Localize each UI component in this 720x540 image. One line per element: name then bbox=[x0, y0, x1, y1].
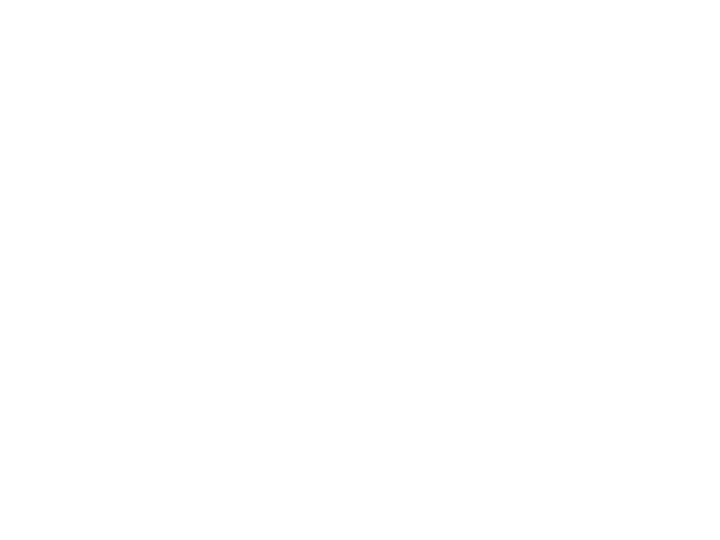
Text: 2.2 Inference Rules for FDs (1): 2.2 Inference Rules for FDs (1) bbox=[42, 43, 574, 74]
Text: ❧: ❧ bbox=[66, 438, 78, 453]
Text: ❧: ❧ bbox=[39, 90, 55, 110]
Text: (: ( bbox=[69, 201, 77, 220]
Text: IR1.: IR1. bbox=[42, 201, 89, 220]
Text: (: ( bbox=[69, 294, 77, 313]
Text: IR3.: IR3. bbox=[42, 294, 89, 313]
Text: Transitive: Transitive bbox=[74, 294, 183, 313]
Text: and: and bbox=[305, 350, 372, 373]
Text: inference rules: inference rules bbox=[63, 391, 244, 414]
Text: subset-of: subset-of bbox=[171, 201, 261, 220]
Text: Armstrong's inference rules:: Armstrong's inference rules: bbox=[42, 165, 378, 186]
Text: IR2.: IR2. bbox=[42, 231, 89, 249]
Text: IR1, IR2, IR3 form a: IR1, IR2, IR3 form a bbox=[63, 350, 320, 373]
Text: X, then X -> Y: X, then X -> Y bbox=[237, 201, 382, 220]
Text: Given a set of FDs F, we can: Given a set of FDs F, we can bbox=[60, 90, 366, 110]
Text: sound: sound bbox=[262, 350, 334, 373]
Text: (Notation: XZ stands for X ∪ Z): (Notation: XZ stands for X ∪ Z) bbox=[114, 262, 424, 281]
Text: ) If X -> Y, then XZ ->  YZ: ) If X -> Y, then XZ -> YZ bbox=[161, 231, 415, 249]
Text: that hold whenever the FDs in F hold: that hold whenever the FDs in F hold bbox=[78, 128, 475, 147]
Text: These are rules hold and all other rules that hold can be deduced from these: These are rules hold and all other rules… bbox=[87, 438, 682, 453]
Text: complete: complete bbox=[341, 350, 451, 373]
Text: (: ( bbox=[69, 231, 77, 249]
Text: ) If Y: ) If Y bbox=[131, 201, 185, 220]
Text: additional FDs: additional FDs bbox=[376, 90, 544, 110]
Text: ) If X -> Y and Y -> Z, then X -> Z: ) If X -> Y and Y -> Z, then X -> Z bbox=[138, 294, 472, 313]
Text: ❧: ❧ bbox=[39, 352, 55, 372]
Text: Augmentation: Augmentation bbox=[74, 231, 229, 249]
Text: Reflexive: Reflexive bbox=[74, 201, 173, 220]
Text: set of: set of bbox=[409, 350, 490, 373]
Text: infer: infer bbox=[339, 90, 390, 110]
